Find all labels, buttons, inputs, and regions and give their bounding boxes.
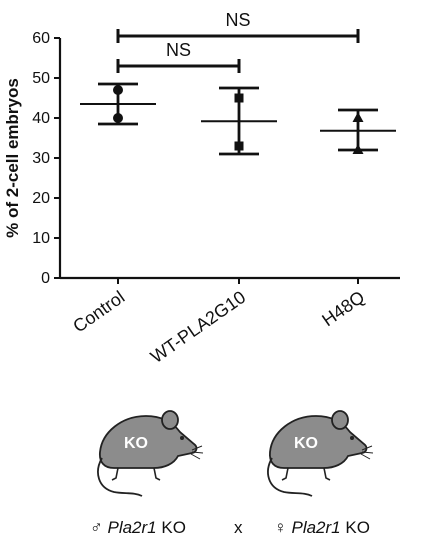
data-point bbox=[113, 85, 123, 95]
mouse-whiskers bbox=[190, 445, 204, 460]
ko-label: KO bbox=[124, 435, 148, 452]
x-axis: Control WT-PLA2G10 H48Q bbox=[60, 276, 400, 367]
mouse-legs bbox=[281, 467, 331, 481]
cross-times: x bbox=[234, 518, 243, 537]
y-tick-label: 40 bbox=[32, 110, 50, 127]
data-point bbox=[234, 93, 244, 103]
cross-description: ♂ Pla2r1 KO x ♀ Pla2r1 KO bbox=[0, 512, 426, 546]
y-axis: 0 10 20 30 40 50 60 bbox=[32, 30, 62, 287]
significance-bracket: NS bbox=[116, 40, 241, 73]
mouse-icon: KO bbox=[267, 410, 374, 497]
y-tick-label: 10 bbox=[32, 230, 50, 247]
mouse-eye bbox=[180, 436, 184, 440]
data-point bbox=[234, 141, 244, 151]
mouse-body bbox=[269, 415, 368, 469]
y-tick-label: 60 bbox=[32, 30, 50, 47]
mouse-eye bbox=[350, 436, 354, 440]
male-suffix: KO bbox=[161, 518, 186, 537]
data-point bbox=[113, 113, 123, 123]
group-wt-pla2g10 bbox=[201, 86, 277, 156]
female-suffix: KO bbox=[345, 518, 370, 537]
mouse-legs bbox=[111, 467, 161, 481]
mouse-whiskers bbox=[360, 445, 374, 460]
x-tick-label: H48Q bbox=[318, 287, 368, 330]
significance-bracket: NS bbox=[116, 10, 360, 43]
male-gene: Pla2r1 bbox=[107, 518, 157, 537]
group-control bbox=[80, 82, 156, 126]
ko-label: KO bbox=[294, 435, 318, 452]
mouse-icon: KO bbox=[97, 410, 204, 497]
mouse-tail bbox=[97, 457, 143, 497]
significance-label: NS bbox=[225, 10, 250, 30]
mouse-illustration-right: KO bbox=[264, 402, 374, 507]
y-tick-label: 50 bbox=[32, 70, 50, 87]
x-tick-label: WT-PLA2G10 bbox=[147, 287, 249, 367]
y-tick-label: 30 bbox=[32, 150, 50, 167]
significance-label: NS bbox=[166, 40, 191, 60]
male-symbol: ♂ bbox=[90, 518, 103, 537]
mouse-body bbox=[99, 415, 198, 469]
data-point bbox=[352, 144, 364, 154]
data-point bbox=[352, 112, 364, 122]
significance-brackets: NS NS bbox=[116, 10, 360, 73]
y-axis-label: % of 2-cell embryos bbox=[3, 78, 22, 238]
y-tick-label: 0 bbox=[41, 270, 50, 287]
x-tick-label: Control bbox=[69, 287, 128, 337]
y-tick-label: 20 bbox=[32, 190, 50, 207]
mouse-ear bbox=[331, 410, 349, 430]
mouse-ear bbox=[161, 410, 179, 430]
mouse-tail bbox=[267, 457, 313, 497]
group-h48q bbox=[320, 108, 396, 154]
data-groups bbox=[80, 82, 396, 156]
male-parent: ♂ Pla2r1 KO bbox=[90, 518, 186, 538]
female-symbol: ♀ bbox=[274, 518, 287, 537]
female-parent: ♀ Pla2r1 KO bbox=[274, 518, 370, 538]
mouse-illustration-left: KO bbox=[94, 402, 204, 507]
chart: % of 2-cell embryos 0 10 20 30 40 50 60 Contro… bbox=[3, 10, 400, 367]
female-gene: Pla2r1 bbox=[291, 518, 341, 537]
